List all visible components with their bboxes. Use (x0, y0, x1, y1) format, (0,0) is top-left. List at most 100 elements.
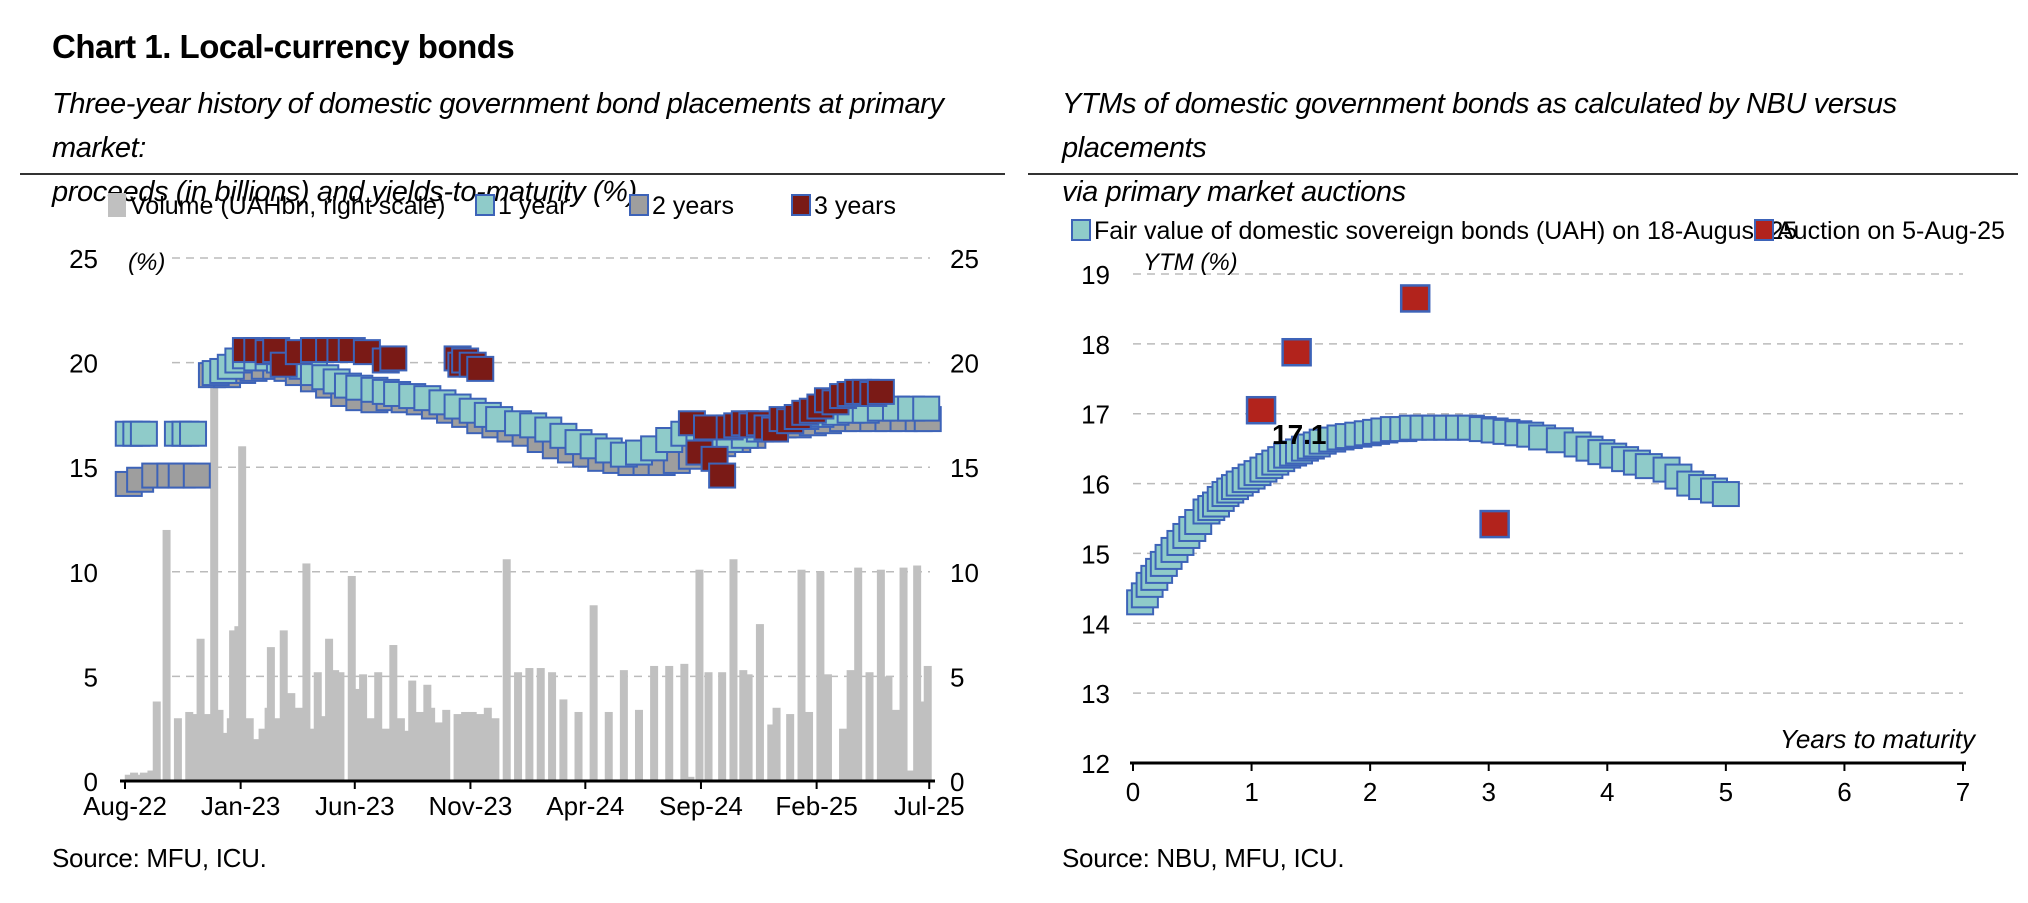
legend-label: Volume (UAHbn, right scale) (130, 192, 445, 220)
volume-bar (574, 711, 583, 781)
auction-marker (1479, 509, 1510, 539)
volume-bar (695, 569, 704, 781)
volume-bar (823, 674, 832, 781)
volume-bar (536, 668, 545, 781)
y-tick-label: 17 (1081, 400, 1110, 430)
volume-bar (854, 567, 863, 781)
volume-bar (202, 714, 211, 781)
x-tick-label: Jul-25 (894, 791, 965, 821)
y-tick-label: 18 (1081, 330, 1110, 360)
volume-bar (229, 630, 238, 781)
volume-bar (389, 645, 398, 781)
volume-bar (468, 711, 477, 781)
volume-bar (238, 446, 247, 781)
volume-bar (805, 711, 814, 781)
left-subtitle-line-1: Three-year history of domestic governmen… (52, 88, 944, 164)
volume-bar (604, 711, 613, 781)
right-source-note: Source: NBU, MFU, ICU. (1062, 843, 1345, 873)
volume-bar (266, 647, 275, 781)
volume-bar (502, 559, 511, 781)
x-tick-label: Jun-23 (315, 791, 395, 821)
volume-bar (251, 739, 260, 781)
x-tick-label: 2 (1363, 777, 1377, 807)
x-tick-label: 7 (1956, 777, 1970, 807)
volume-bar (483, 707, 492, 781)
volume-bar (797, 569, 806, 781)
x-tick-label: Aug-22 (83, 791, 167, 821)
y-tick-label: 13 (1081, 679, 1110, 709)
y-tick-label-left: 5 (84, 662, 98, 692)
volume-bar (846, 670, 855, 781)
y-tick-label-left: 10 (69, 558, 98, 588)
legend-label: 3 years (814, 192, 896, 220)
y-tick-label: 16 (1081, 470, 1110, 500)
legend-marker-2 (629, 194, 649, 216)
y-tick-label-left: 15 (69, 453, 98, 483)
volume-bar (279, 630, 288, 781)
volume-bar (786, 714, 795, 781)
volume-bar (147, 770, 156, 781)
auction-marker (1399, 284, 1431, 313)
volume-bar (185, 711, 194, 781)
legend-marker-3 (791, 194, 811, 216)
volume-bar (325, 638, 334, 781)
volume-bar (306, 728, 315, 781)
volume-bar (210, 383, 219, 781)
x-tick-label: Apr-24 (546, 791, 624, 821)
volume-bar (366, 718, 375, 781)
legend-label: 1 year (498, 192, 567, 220)
volume-bar (686, 776, 695, 781)
volume-bar (744, 674, 753, 781)
volume-bar (152, 701, 161, 781)
volume-bar (381, 728, 390, 781)
volume-bar (124, 774, 133, 781)
volume-bar (704, 672, 713, 781)
yield-3-years-marker (866, 378, 895, 405)
volume-bar (919, 701, 928, 781)
left-subtitle-line-2: proceeds (in billions) and yields-to-mat… (52, 176, 637, 208)
volume-bar (374, 672, 383, 781)
volume-bar (331, 670, 340, 781)
x-tick-label: Jan-23 (201, 791, 281, 821)
volume-bar (442, 709, 451, 781)
x-tick-label: Sep-24 (659, 791, 743, 821)
volume-bar (548, 672, 557, 781)
volume-bar (907, 770, 916, 781)
left-header-rule (20, 173, 1005, 175)
auction-marker (1245, 395, 1277, 425)
y-tick-label-left: 0 (84, 767, 98, 797)
yield-2-years-marker (182, 462, 211, 489)
right-header-rule (1028, 173, 2018, 175)
yield-3-years-marker (693, 414, 722, 441)
y-axis-label: YTM (%) (1143, 249, 1238, 276)
auction-marker (1281, 337, 1312, 367)
volume-bar (139, 772, 148, 781)
volume-bar (162, 529, 171, 781)
volume-bar (718, 672, 727, 781)
y-tick-label-right: 15 (950, 453, 979, 483)
volume-bar (336, 672, 345, 781)
volume-bar (525, 668, 534, 781)
legend-label: Auction on 5-Aug-25 (1777, 217, 2005, 245)
yield-1-year-marker (179, 420, 208, 447)
volume-bar (772, 707, 781, 781)
volume-bar (272, 718, 281, 781)
y-tick-label-right: 0 (950, 767, 964, 797)
legend-volume-swatch (108, 193, 126, 217)
yield-3-years-marker (379, 345, 408, 372)
y-tick-label-right: 10 (950, 558, 979, 588)
right-subtitle-line-1: YTMs of domestic government bonds as cal… (1062, 88, 1897, 164)
y-tick-label: 12 (1081, 749, 1110, 779)
y-tick-label-right: 20 (950, 349, 979, 379)
left-chart-bond-placements: 0 0 5 5 10 10 15 15 20 20 25 25 (%) Aug-22 Jan-23 Jun-2… (69, 192, 979, 821)
volume-bar (402, 730, 411, 781)
volume-bar (453, 714, 462, 781)
volume-bar (650, 665, 659, 781)
left-source-note: Source: MFU, ICU. (52, 843, 267, 873)
y-tick-label: 15 (1081, 539, 1110, 569)
volume-bar (347, 575, 356, 781)
volume-bar (221, 732, 230, 781)
annotation-label: 17.1 (1272, 419, 1327, 450)
volume-bar (461, 711, 470, 781)
